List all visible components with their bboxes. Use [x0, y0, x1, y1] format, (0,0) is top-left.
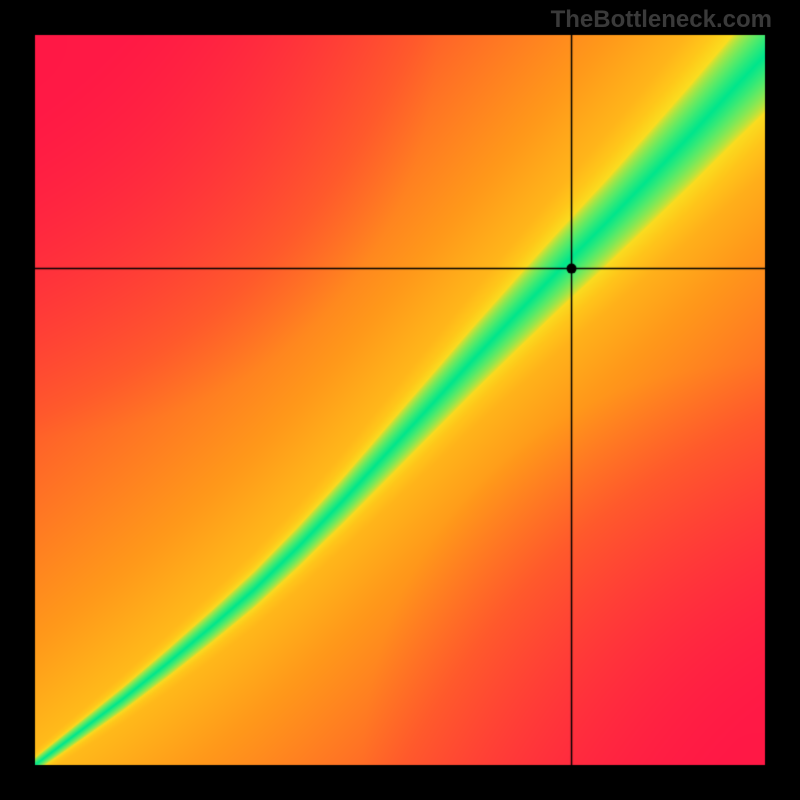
heatmap-canvas — [0, 0, 800, 800]
chart-container: TheBottleneck.com — [0, 0, 800, 800]
watermark-text: TheBottleneck.com — [551, 6, 772, 34]
